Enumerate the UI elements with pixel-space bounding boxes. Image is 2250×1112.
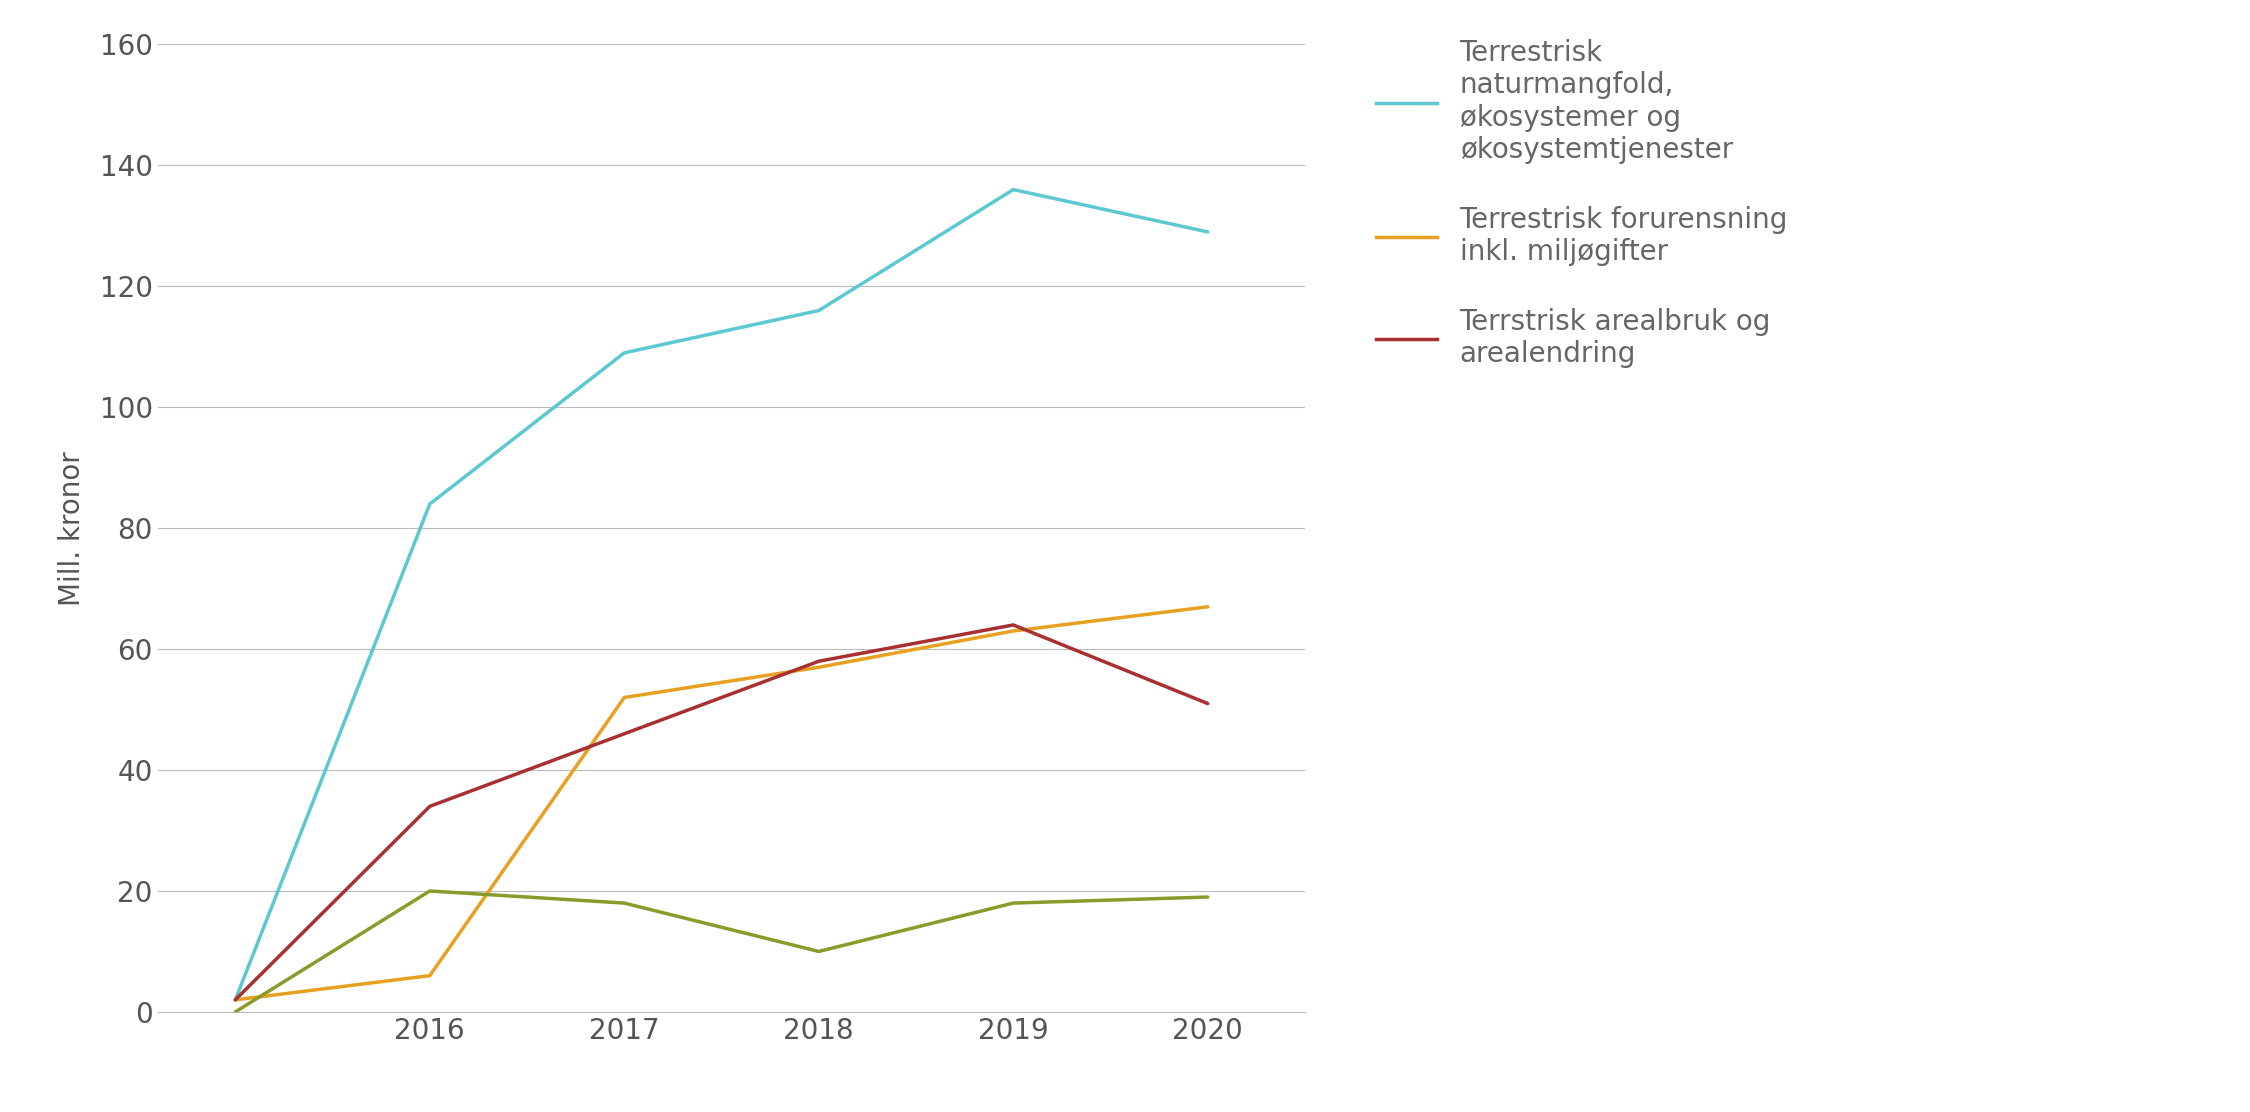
Legend: Terrestrisk
naturmangfold,
økosystemer og
økosystemtjenester, Terrestrisk forure: Terrestrisk naturmangfold, økosystemer o… <box>1377 39 1789 368</box>
Y-axis label: Mill. kronor: Mill. kronor <box>58 450 86 606</box>
